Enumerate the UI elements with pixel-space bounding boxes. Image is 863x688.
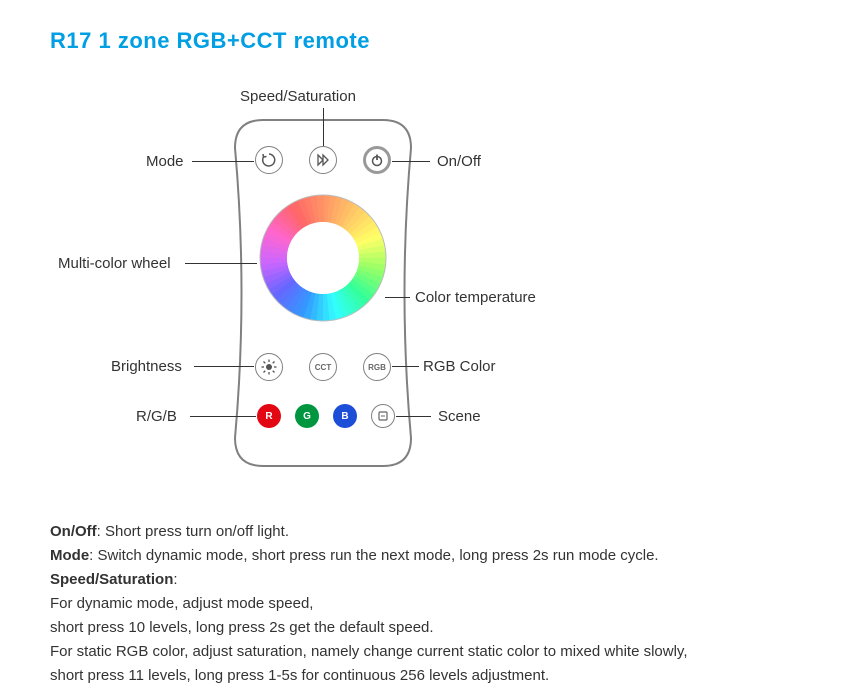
desc-speed-line4: short press 11 levels, long press 1-5s f… xyxy=(50,667,549,684)
sun-icon xyxy=(261,359,277,375)
remote-diagram: CCT RGB R G B xyxy=(233,118,413,468)
desc-mode: Mode: Switch dynamic mode, short press r… xyxy=(50,544,659,568)
desc-speed-colon: : xyxy=(173,571,177,588)
speed-button[interactable] xyxy=(309,146,337,174)
cct-label: CCT xyxy=(315,363,331,372)
desc-speed: Speed/Saturation: For dynamic mode, adju… xyxy=(50,568,688,688)
g-button[interactable]: G xyxy=(295,404,319,428)
callout-rgb: R/G/B xyxy=(136,408,177,425)
line-brightness xyxy=(194,366,254,367)
desc-mode-label: Mode xyxy=(50,547,89,564)
page-title: R17 1 zone RGB+CCT remote xyxy=(50,28,370,54)
desc-speed-line1: For dynamic mode, adjust mode speed, xyxy=(50,595,313,612)
callout-wheel: Multi-color wheel xyxy=(58,255,171,272)
desc-speed-line3: For static RGB color, adjust saturation,… xyxy=(50,643,688,660)
callout-onoff: On/Off xyxy=(437,153,481,170)
callout-ct: Color temperature xyxy=(415,289,536,306)
desc-onoff-text: : Short press turn on/off light. xyxy=(97,523,289,540)
line-scene xyxy=(396,416,431,417)
r-button[interactable]: R xyxy=(257,404,281,428)
callout-speed: Speed/Saturation xyxy=(240,88,356,105)
line-onoff xyxy=(392,161,430,162)
desc-onoff: On/Off: Short press turn on/off light. xyxy=(50,520,289,544)
line-ct xyxy=(385,297,410,298)
line-wheel xyxy=(185,263,257,264)
callout-brightness: Brightness xyxy=(111,358,182,375)
line-rgbcolor xyxy=(392,366,419,367)
desc-onoff-label: On/Off xyxy=(50,523,97,540)
g-label: G xyxy=(303,411,311,422)
power-button[interactable] xyxy=(363,146,391,174)
play-fwd-icon xyxy=(316,153,330,167)
b-button[interactable]: B xyxy=(333,404,357,428)
callout-mode: Mode xyxy=(146,153,184,170)
r-label: R xyxy=(265,411,272,422)
rgb-label: RGB xyxy=(368,363,386,372)
cct-button[interactable]: CCT xyxy=(309,353,337,381)
callout-scene: Scene xyxy=(438,408,481,425)
line-mode xyxy=(192,161,254,162)
desc-mode-text: : Switch dynamic mode, short press run t… xyxy=(89,547,658,564)
rgb-button[interactable]: RGB xyxy=(363,353,391,381)
color-wheel[interactable] xyxy=(258,193,388,323)
line-speed xyxy=(323,108,324,146)
scene-icon xyxy=(377,410,389,422)
b-label: B xyxy=(341,411,348,422)
power-icon xyxy=(370,153,384,167)
desc-speed-line2: short press 10 levels, long press 2s get… xyxy=(50,619,434,636)
mode-button[interactable] xyxy=(255,146,283,174)
brightness-button[interactable] xyxy=(255,353,283,381)
cycle-icon xyxy=(261,152,277,168)
desc-speed-label: Speed/Saturation xyxy=(50,571,173,588)
callout-rgbcolor: RGB Color xyxy=(423,358,496,375)
line-rgb xyxy=(190,416,256,417)
scene-button[interactable] xyxy=(371,404,395,428)
